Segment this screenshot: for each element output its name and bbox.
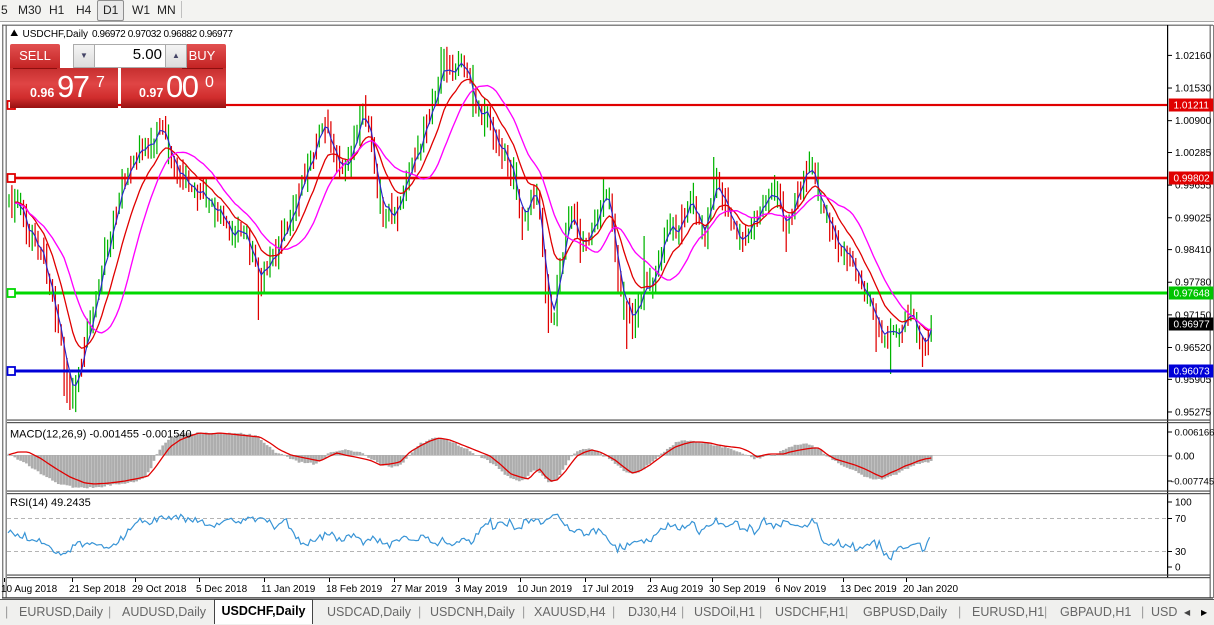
svg-text:1.01211: 1.01211	[1174, 101, 1210, 112]
svg-text:0.98410: 0.98410	[1175, 245, 1212, 256]
svg-text:USDCHF,Daily: USDCHF,Daily	[23, 29, 89, 40]
svg-text:1.00900: 1.00900	[1175, 116, 1212, 127]
svg-text:-0.007745: -0.007745	[1171, 477, 1214, 488]
svg-text:0: 0	[1175, 563, 1181, 574]
svg-text:23 Aug 2019: 23 Aug 2019	[647, 584, 704, 595]
svg-text:11 Jan 2019: 11 Jan 2019	[261, 584, 316, 595]
svg-text:RSI(14) 49.2435: RSI(14) 49.2435	[10, 497, 91, 509]
svg-text:3 May 2019: 3 May 2019	[455, 584, 508, 595]
svg-text:17 Jul 2019: 17 Jul 2019	[582, 584, 634, 595]
svg-text:21 Sep 2018: 21 Sep 2018	[69, 584, 126, 595]
svg-text:10 Aug 2018: 10 Aug 2018	[1, 584, 58, 595]
svg-text:0.95275: 0.95275	[1175, 407, 1212, 418]
svg-text:5 Dec 2018: 5 Dec 2018	[196, 584, 248, 595]
svg-text:10 Jun 2019: 10 Jun 2019	[517, 584, 572, 595]
svg-text:0.96073: 0.96073	[1174, 367, 1211, 378]
svg-text:0.97648: 0.97648	[1174, 289, 1211, 300]
svg-text:1.00285: 1.00285	[1175, 148, 1212, 159]
svg-text:0.96972 0.97032 0.96882 0.9697: 0.96972 0.97032 0.96882 0.96977	[92, 29, 233, 40]
svg-text:13 Dec 2019: 13 Dec 2019	[840, 584, 897, 595]
svg-text:1.02160: 1.02160	[1175, 51, 1212, 62]
svg-text:70: 70	[1175, 514, 1187, 525]
svg-text:MACD(12,26,9) -0.001455 -0.001: MACD(12,26,9) -0.001455 -0.001540	[10, 429, 192, 441]
svg-text:18 Feb 2019: 18 Feb 2019	[326, 584, 383, 595]
svg-text:1.01530: 1.01530	[1175, 84, 1212, 95]
svg-text:0.99025: 0.99025	[1175, 213, 1212, 224]
svg-text:27 Mar 2019: 27 Mar 2019	[391, 584, 448, 595]
svg-text:20 Jan 2020: 20 Jan 2020	[903, 584, 958, 595]
svg-text:29 Oct 2018: 29 Oct 2018	[132, 584, 187, 595]
svg-text:0.99802: 0.99802	[1174, 174, 1211, 185]
svg-text:30: 30	[1175, 547, 1187, 558]
svg-text:30 Sep 2019: 30 Sep 2019	[709, 584, 766, 595]
svg-text:6 Nov 2019: 6 Nov 2019	[775, 584, 827, 595]
svg-text:100: 100	[1175, 498, 1192, 509]
svg-text:0.96977: 0.96977	[1174, 320, 1211, 331]
svg-text:0.006166: 0.006166	[1175, 428, 1214, 439]
svg-text:0.96520: 0.96520	[1175, 343, 1212, 354]
svg-text:0.00: 0.00	[1175, 452, 1195, 463]
